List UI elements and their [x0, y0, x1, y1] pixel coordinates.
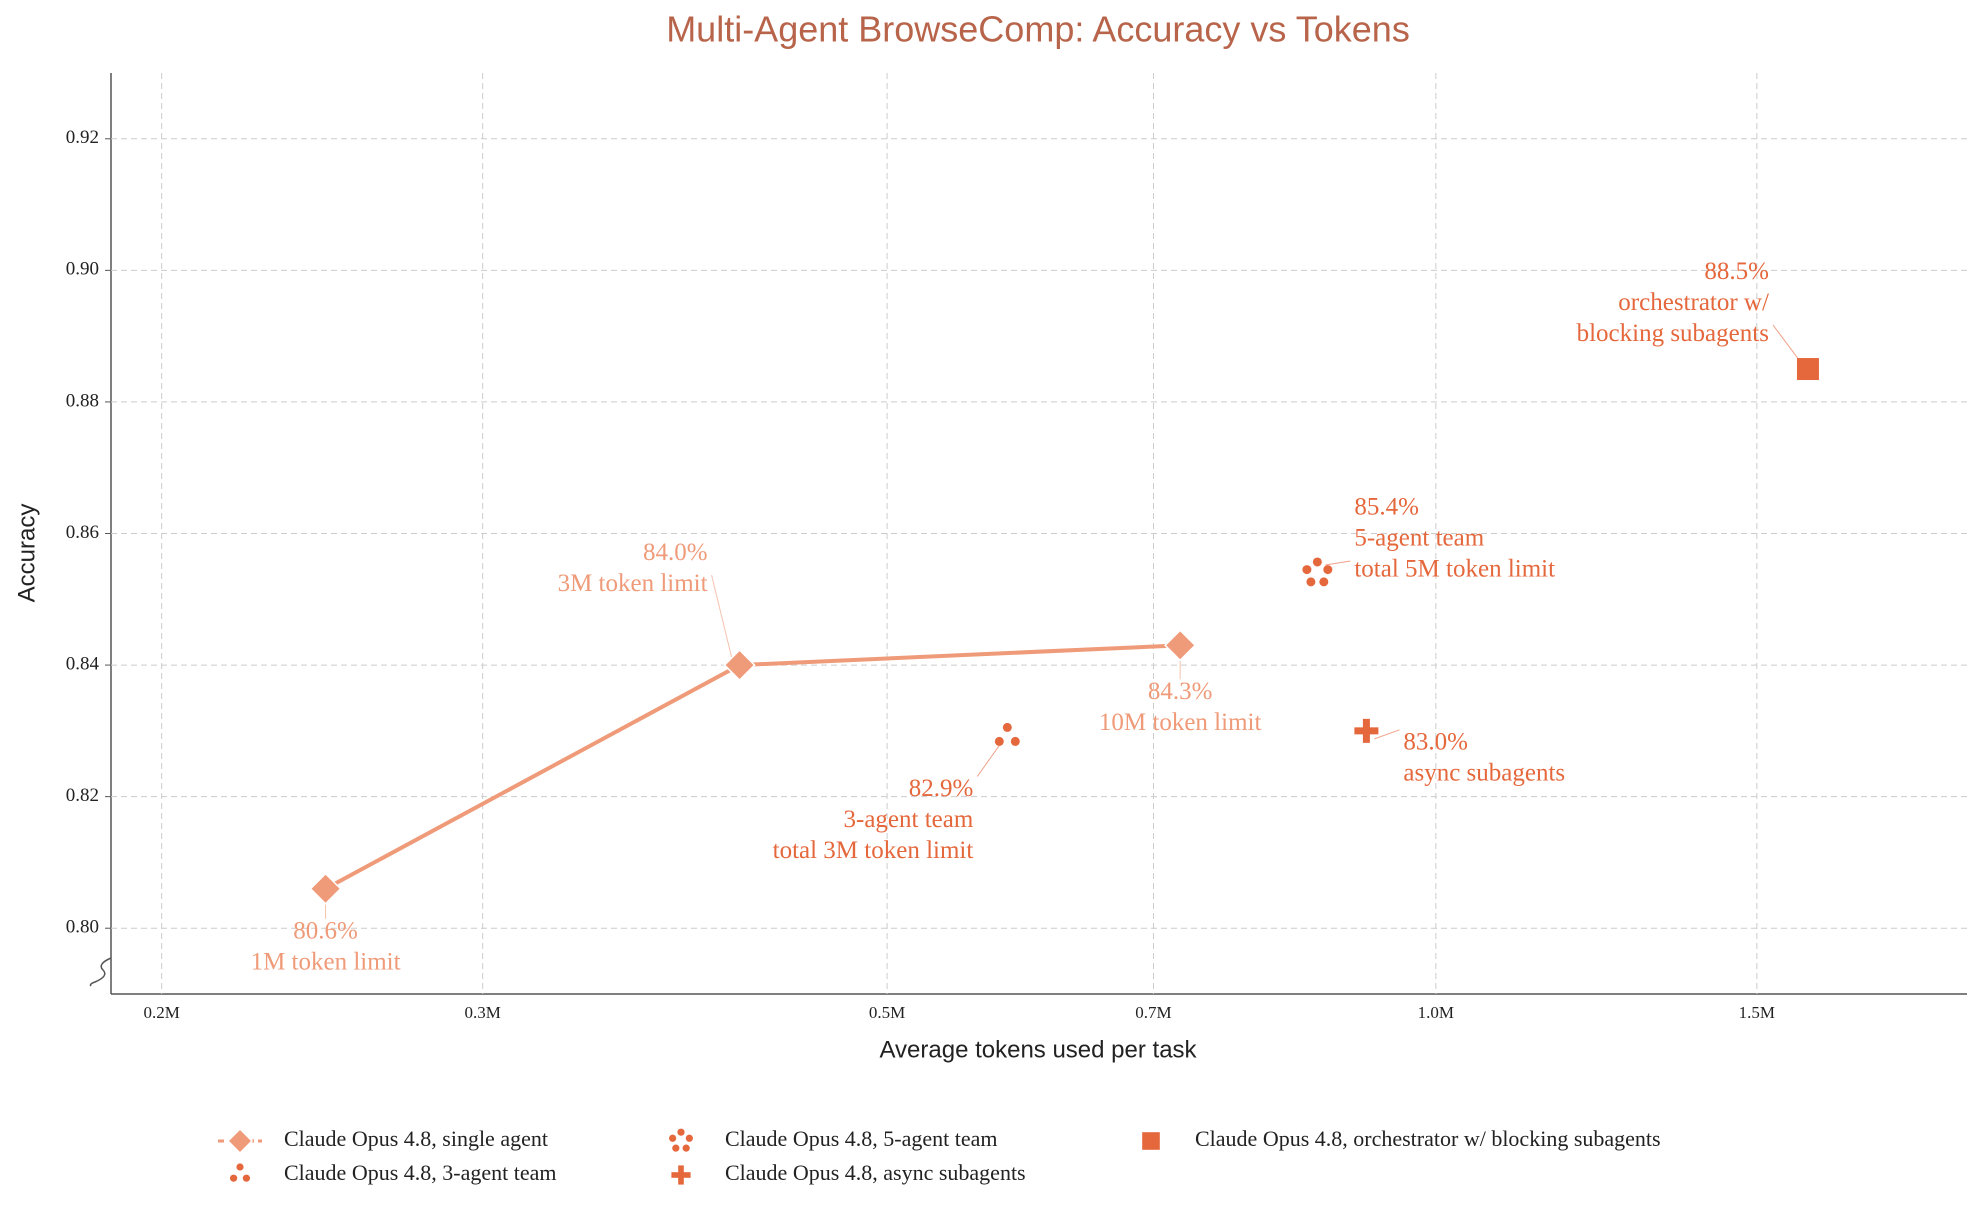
x-tick-label: 1.5M	[1739, 1003, 1775, 1022]
plus-bar	[1362, 718, 1370, 743]
diamond-shape	[226, 1127, 254, 1155]
dot	[682, 1144, 690, 1152]
dot	[1010, 736, 1020, 746]
leader-line	[976, 745, 1000, 777]
series-line	[324, 643, 1181, 891]
chart-title: Multi-Agent BrowseComp: Accuracy vs Toke…	[666, 9, 1410, 50]
dot	[1323, 565, 1333, 575]
data-label: 82.9%	[909, 775, 974, 802]
diamond-shape	[723, 649, 756, 682]
dot	[669, 1134, 677, 1142]
annotation: 5-agent team	[1354, 525, 1484, 552]
leader-line	[1772, 324, 1801, 362]
marker	[230, 1163, 250, 1182]
data-label: 80.6%	[293, 917, 358, 944]
dot	[1306, 577, 1316, 587]
dot	[1319, 577, 1329, 587]
x-tick-label: 0.2M	[143, 1003, 179, 1022]
data-label: 84.3%	[1148, 678, 1213, 705]
marker	[1164, 629, 1197, 662]
y-tick-label: 0.86	[66, 522, 99, 543]
dot	[1302, 565, 1312, 575]
diamond-shape	[309, 872, 342, 905]
y-axis-label: Accuracy	[13, 504, 40, 603]
data-label: 84.0%	[643, 539, 708, 566]
y-tick-label: 0.82	[66, 785, 99, 806]
marker	[669, 1128, 693, 1152]
plus-bar	[678, 1165, 684, 1185]
x-tick-label: 0.3M	[464, 1003, 500, 1022]
leader-line	[1374, 729, 1400, 740]
annotation: orchestrator w/	[1618, 289, 1769, 316]
marker	[671, 1165, 691, 1185]
marker	[309, 872, 342, 905]
x-tick-label: 0.7M	[1135, 1003, 1171, 1022]
annotation: total 3M token limit	[773, 837, 974, 864]
diamond-shape	[1164, 629, 1197, 662]
annotation: blocking subagents	[1577, 320, 1769, 347]
annotation: 3-agent team	[844, 806, 974, 833]
annotation: total 5M token limit	[1354, 556, 1555, 583]
dot	[994, 736, 1004, 746]
square-shape	[1796, 358, 1819, 381]
marker	[1354, 718, 1379, 743]
dot	[1002, 722, 1012, 732]
marker	[1302, 557, 1333, 587]
data-label: 83.0%	[1403, 729, 1468, 756]
dot	[677, 1128, 685, 1136]
x-axis-label: Average tokens used per task	[879, 1036, 1197, 1063]
square-shape	[1142, 1132, 1160, 1150]
y-tick-label: 0.84	[66, 653, 100, 674]
annotation: 3M token limit	[558, 570, 708, 597]
annotation: 10M token limit	[1099, 709, 1262, 736]
legend-label: Claude Opus 4.8, 3-agent team	[284, 1160, 557, 1185]
marker	[226, 1127, 254, 1155]
y-tick-label: 0.92	[66, 127, 99, 148]
data-label: 85.4%	[1354, 494, 1419, 521]
dot	[685, 1134, 693, 1142]
y-tick-label: 0.90	[66, 259, 99, 280]
dot	[230, 1174, 238, 1182]
annotation: 1M token limit	[251, 948, 401, 975]
leader-line	[711, 574, 733, 658]
x-tick-label: 1.0M	[1418, 1003, 1454, 1022]
y-tick-label: 0.88	[66, 390, 99, 411]
dot	[1312, 557, 1322, 567]
x-tick-label: 0.5M	[869, 1003, 905, 1022]
marker	[723, 649, 756, 682]
dot	[242, 1174, 250, 1182]
legend-label: Claude Opus 4.8, orchestrator w/ blockin…	[1195, 1126, 1661, 1151]
marker	[994, 722, 1020, 746]
annotation: async subagents	[1403, 760, 1565, 787]
legend-label: Claude Opus 4.8, single agent	[284, 1126, 548, 1151]
dot	[672, 1144, 680, 1152]
y-tick-label: 0.80	[66, 917, 99, 938]
legend-label: Claude Opus 4.8, 5-agent team	[725, 1126, 998, 1151]
dot	[236, 1163, 244, 1171]
legend-label: Claude Opus 4.8, async subagents	[725, 1160, 1026, 1185]
marker	[1142, 1132, 1160, 1150]
axis-break	[89, 957, 112, 987]
leader-line	[1325, 560, 1351, 566]
data-label: 88.5%	[1704, 258, 1769, 285]
marker	[1796, 358, 1819, 381]
